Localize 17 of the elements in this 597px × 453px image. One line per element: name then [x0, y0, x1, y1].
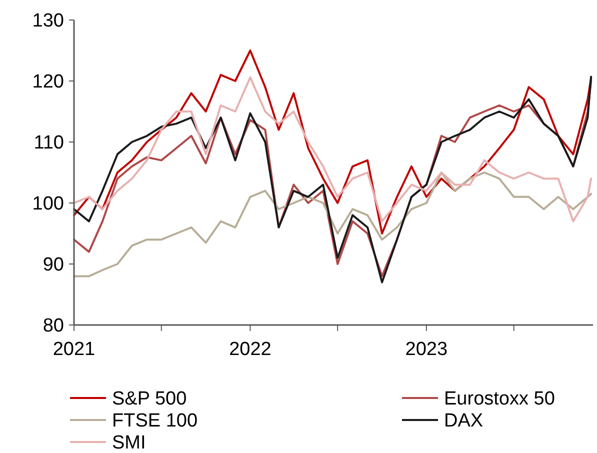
y-tick-label: 90: [42, 254, 64, 276]
y-tick-label: 130: [32, 10, 64, 32]
line-series: [73, 50, 592, 234]
x-tick-label: 2023: [405, 339, 448, 360]
legend-label: S&P 500: [112, 388, 187, 410]
y-tick-label: 80: [42, 316, 64, 337]
y-tick-label: 120: [32, 72, 64, 93]
legend-label: FTSE 100: [112, 410, 198, 432]
line-series: [73, 76, 592, 222]
x-tick-label: 2021: [52, 339, 96, 360]
legend-label: Eurostoxx 50: [444, 388, 555, 410]
x-tick-label: 2022: [229, 339, 272, 360]
legend-label: DAX: [444, 410, 484, 432]
y-tick-label: 100: [32, 194, 64, 215]
y-tick-label: 110: [34, 132, 64, 154]
line-series: [73, 172, 592, 278]
legend-label: SMI: [112, 432, 146, 453]
